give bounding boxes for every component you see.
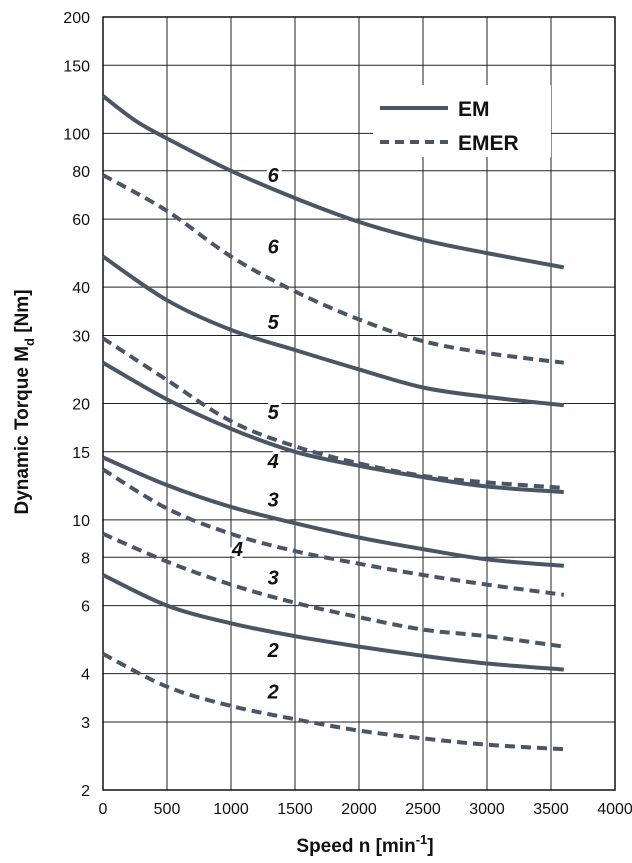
curve-label-halo: 3 — [268, 489, 279, 511]
x-tick-label: 1500 — [277, 801, 313, 818]
x-axis-title: Speed n [min-1] — [296, 832, 433, 857]
series-dashed-4-line — [101, 467, 565, 597]
series-dashed-2-line — [102, 652, 564, 752]
curve-label-dashed-6: 6 — [268, 236, 280, 258]
x-tick-label: 3000 — [469, 801, 505, 818]
y-tick-label: 100 — [63, 126, 90, 143]
y-tick-label: 20 — [72, 397, 90, 414]
legend: EM EMER — [373, 85, 551, 157]
y-tick-label: 60 — [72, 212, 90, 229]
curve-label-halo: 6 — [268, 236, 280, 258]
y-axis-title-end: [Nm] — [12, 289, 33, 338]
x-tick-label: 1000 — [213, 801, 249, 818]
y-tick-label: 150 — [63, 58, 90, 75]
series-dashed-6-line — [102, 173, 565, 365]
y-tick-label: 80 — [72, 164, 90, 181]
y-tick-label: 30 — [72, 328, 90, 345]
curve-label-halo: 5 — [268, 402, 280, 424]
curve-label-dashed-3: 3 — [268, 567, 279, 589]
y-tick-label: 8 — [81, 550, 90, 567]
x-axis-title-sup: -1 — [416, 832, 428, 847]
curve-label-solid-4: 4 — [267, 451, 279, 473]
curve-label-halo: 2 — [267, 640, 279, 662]
curve-label-solid-3: 3 — [268, 489, 279, 511]
series-dashed-5-line — [101, 336, 564, 490]
x-tick-label: 3500 — [533, 801, 569, 818]
series-solid-4-line — [102, 360, 564, 495]
y-tick-label: 200 — [63, 10, 90, 27]
series-dashed-3-line — [102, 531, 565, 649]
x-axis-title-main: Speed n [min — [296, 836, 415, 857]
y-axis-title-main: Dynamic Torque M — [12, 346, 33, 515]
curve-label-halo: 4 — [231, 539, 243, 561]
curve-label-halo: 2 — [267, 681, 279, 703]
curve-label-dashed-2: 2 — [267, 681, 279, 703]
tick-labels: 0 500 1000 1500 2000 2500 3000 3500 4000 2 3 4 6 8 10 1… — [63, 10, 632, 818]
y-tick-label: 15 — [72, 445, 90, 462]
y-axis-title: Dynamic Torque Md [Nm] — [12, 289, 37, 514]
curve-label-solid-2: 2 — [267, 640, 279, 662]
curve-label-halo: 3 — [268, 567, 279, 589]
series-solid-2-line — [102, 573, 564, 672]
legend-label-em: EM — [458, 98, 490, 121]
y-axis-title-sub: d — [22, 338, 37, 346]
curve-label-dashed-5: 5 — [268, 402, 280, 424]
curve-label-halo: 4 — [267, 451, 279, 473]
x-tick-label: 0 — [99, 801, 108, 818]
x-tick-label: 2500 — [405, 801, 441, 818]
curve-label-dashed-4: 4 — [231, 539, 243, 561]
y-tick-label: 4 — [81, 667, 90, 684]
x-tick-label: 4000 — [597, 801, 632, 818]
legend-label-emer: EMER — [458, 132, 519, 155]
curve-label-halo: 5 — [268, 312, 280, 334]
series-solid-6-line — [101, 94, 565, 270]
y-tick-label: 2 — [81, 783, 90, 800]
x-axis-title-end: ] — [427, 836, 433, 857]
series-solid-3-line — [102, 455, 564, 568]
y-tick-label: 40 — [72, 280, 90, 297]
y-tick-label: 6 — [81, 599, 90, 616]
curve-label-solid-6: 6 — [268, 165, 280, 187]
y-tick-label: 10 — [72, 513, 90, 530]
curve-label-halo: 6 — [268, 165, 280, 187]
plot-frame — [102, 16, 616, 791]
series-solid-5-line — [101, 254, 565, 408]
y-tick-label: 3 — [81, 715, 90, 732]
x-tick-label: 2000 — [341, 801, 377, 818]
legend-background — [373, 85, 551, 157]
x-tick-label: 500 — [154, 801, 181, 818]
curve-label-solid-5: 5 — [268, 312, 280, 334]
